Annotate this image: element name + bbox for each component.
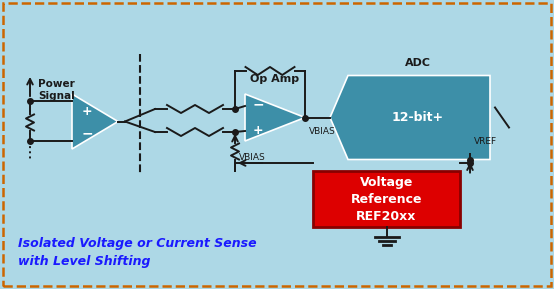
- Text: VBIAS: VBIAS: [239, 153, 266, 162]
- Text: −: −: [253, 97, 265, 111]
- Text: 12-bit+: 12-bit+: [392, 111, 444, 124]
- Text: Voltage
Reference
REF20xx: Voltage Reference REF20xx: [351, 176, 422, 223]
- Text: +: +: [82, 105, 93, 118]
- Bar: [313, 171, 460, 227]
- Polygon shape: [330, 75, 490, 160]
- Text: VREF: VREF: [474, 136, 497, 145]
- Polygon shape: [245, 94, 305, 141]
- Text: ADC: ADC: [405, 58, 431, 68]
- Text: VBIAS: VBIAS: [309, 127, 336, 136]
- Text: Isolated Voltage or Current Sense
with Level Shifting: Isolated Voltage or Current Sense with L…: [18, 237, 257, 268]
- Polygon shape: [72, 94, 118, 149]
- Text: −: −: [82, 127, 94, 140]
- Text: Op Amp: Op Amp: [250, 74, 300, 84]
- Text: Power
Signal: Power Signal: [38, 79, 75, 101]
- Text: +: +: [253, 125, 264, 138]
